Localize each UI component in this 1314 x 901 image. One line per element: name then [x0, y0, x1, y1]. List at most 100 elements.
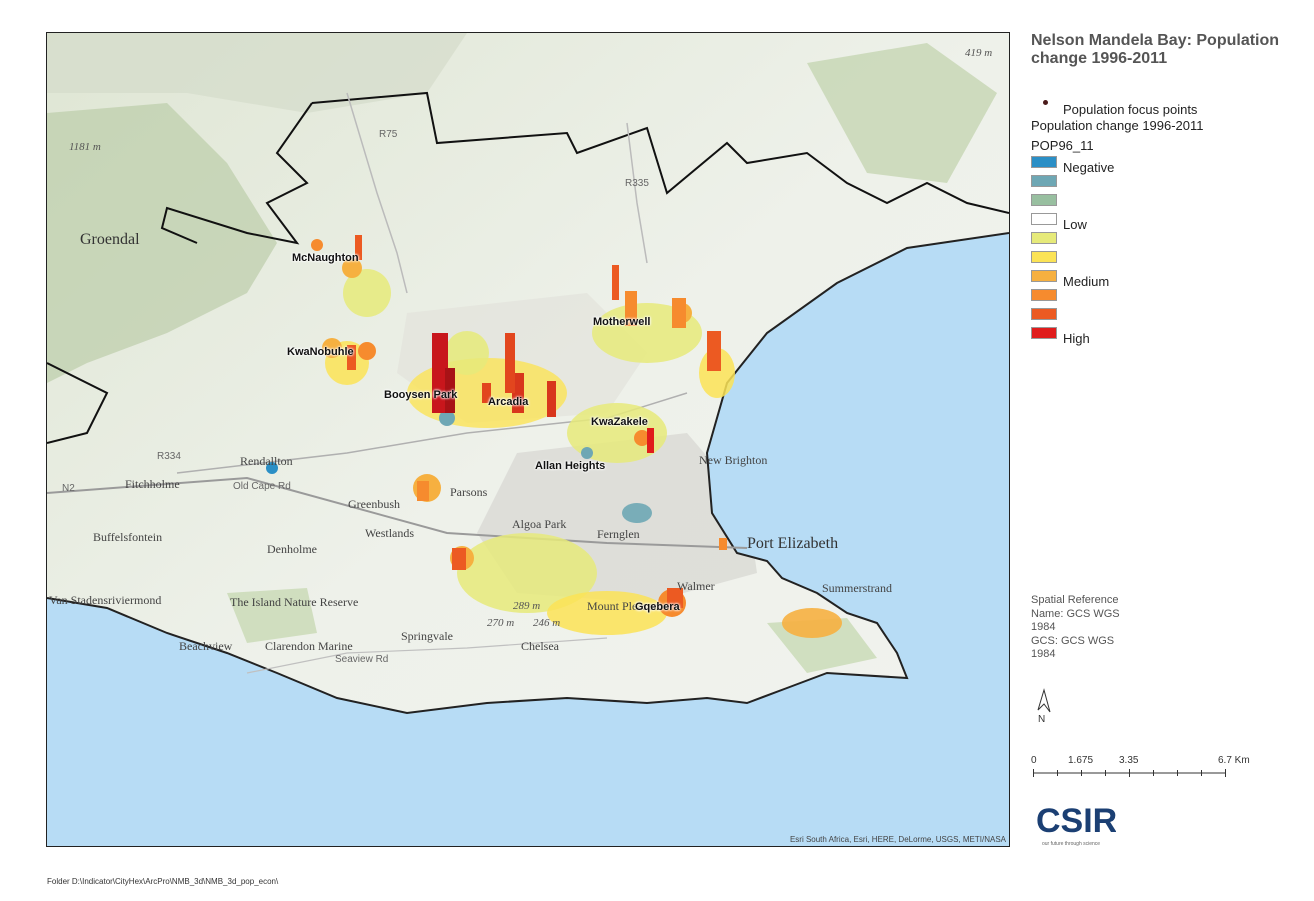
focus-place-label: KwaNobuhle: [287, 346, 354, 358]
legend-class-row: [1031, 175, 1204, 194]
legend-swatch: [1031, 156, 1057, 168]
legend-swatch: [1031, 175, 1057, 187]
map-frame[interactable]: Groendal Rendallton Fitchholme Buffelsfo…: [46, 32, 1010, 847]
place-label: Algoa Park: [512, 517, 567, 531]
place-label: Denholme: [267, 542, 317, 556]
legend-class-row: Low: [1031, 213, 1204, 232]
scale-label: 0: [1031, 755, 1037, 766]
focus-place-label: Arcadia: [488, 396, 529, 408]
road-label: Old Cape Rd: [233, 481, 291, 492]
legend-swatch: [1031, 270, 1057, 282]
place-label: Buffelsfontein: [93, 530, 163, 544]
road-label: R75: [379, 129, 398, 140]
place-label: Van Stadensriviermond: [49, 593, 162, 607]
place-label: New Brighton: [699, 453, 768, 467]
legend: Population focus points Population chang…: [1031, 96, 1204, 346]
legend-swatch: [1031, 327, 1057, 339]
place-label: Mount Pleasant: [587, 599, 662, 613]
spatial-reference: Spatial Reference Name: GCS WGS 1984 GCS…: [1031, 594, 1151, 662]
elevation-label: 270 m: [487, 617, 515, 629]
legend-class-row: [1031, 194, 1204, 213]
legend-class-row: [1031, 232, 1204, 251]
road-r335: [626, 122, 648, 264]
hills-area: [47, 33, 467, 113]
place-label: Port Elizabeth: [747, 535, 839, 552]
focus-place-label: McNaughton: [292, 252, 359, 264]
place-label: Fernglen: [597, 527, 640, 541]
legend-class-row: [1031, 289, 1204, 308]
map-title: Nelson Mandela Bay: Population change 19…: [1031, 32, 1280, 67]
focus-place-label: Booysen Park: [384, 389, 458, 401]
road-r75: [346, 92, 408, 294]
focus-point-icon: [1043, 100, 1048, 105]
place-label: Fitchholme: [125, 477, 180, 491]
coastline: [47, 232, 1009, 715]
spatial-ref-name: Name: GCS WGS: [1031, 607, 1120, 620]
legend-swatch: [1031, 289, 1057, 301]
hex-cluster-kwazakele: [567, 403, 667, 463]
legend-swatch: [1031, 232, 1057, 244]
scale-label: 6.7 Km: [1218, 755, 1250, 766]
csir-logo: CSIR our future through science: [1036, 798, 1117, 853]
legend-field-name: POP96_11: [1031, 138, 1094, 153]
svg-text:CSIR: CSIR: [1036, 802, 1116, 840]
place-label: Walmer: [677, 579, 715, 593]
legend-swatch: [1031, 194, 1057, 206]
csir-logo-mark: CSIR our future through science: [1036, 802, 1117, 847]
place-label: Summerstrand: [822, 581, 892, 595]
legend-class-row: [1031, 251, 1204, 270]
road-label: R334: [157, 451, 181, 462]
legend-focus-row: Population focus points: [1031, 96, 1204, 117]
focus-place-label: Gqebera: [635, 601, 680, 613]
road-label: R335: [625, 178, 649, 189]
sea: [47, 233, 1009, 846]
legend-class-label: Negative: [1063, 160, 1115, 175]
place-label: Rendallton: [240, 454, 293, 468]
road-label: Seaview Rd: [335, 654, 389, 665]
focus-place-label: KwaZakele: [591, 416, 648, 428]
map-attribution: Esri South Africa, Esri, HERE, DeLorme, …: [789, 835, 1006, 844]
legend-class-label: Medium: [1063, 274, 1110, 289]
legend-class-label: High: [1063, 331, 1090, 346]
place-label: Chelsea: [521, 639, 559, 653]
legend-class-label: Low: [1063, 217, 1087, 232]
north-label: N: [1038, 714, 1045, 724]
spatial-ref-gcs: GCS: GCS WGS: [1031, 634, 1115, 647]
elevation-label: 289 m: [513, 600, 541, 612]
scale-bar: 0 1.675 3.35 6.7 Km: [1031, 752, 1261, 782]
place-label: Clarendon Marine: [265, 639, 353, 653]
boundary-west: [47, 362, 109, 444]
folder-path: Folder D:\Indicator\CityHex\ArcPro\NMB_3…: [47, 877, 279, 886]
place-label: Springvale: [401, 629, 453, 643]
legend-swatch: [1031, 213, 1057, 225]
place-label: The Island Nature Reserve: [230, 595, 359, 609]
scale-label: 1.675: [1068, 755, 1094, 766]
boundary-north: [311, 91, 1009, 214]
spatial-ref-gcs-cont: 1984: [1031, 648, 1056, 660]
place-label: Parsons: [450, 485, 488, 499]
place-label: Greenbush: [348, 497, 400, 511]
elevation-label: 419 m: [965, 47, 993, 59]
legend-layer-title: Population change 1996-2011: [1031, 118, 1204, 133]
legend-class-row: High: [1031, 327, 1204, 346]
island-nature-reserve: [227, 588, 317, 643]
road-label: N2: [62, 483, 75, 494]
hex-cluster-south: [547, 589, 842, 638]
growth-bars: [347, 235, 727, 608]
legend-class-row: Medium: [1031, 270, 1204, 289]
place-label: Groendal: [80, 231, 140, 248]
place-label: Westlands: [365, 526, 415, 540]
boundary-northwest: [160, 102, 313, 245]
scale-label: 3.35: [1119, 755, 1139, 766]
north-arrow-icon: N: [1037, 688, 1051, 725]
legend-swatch: [1031, 251, 1057, 263]
focus-place-label: Motherwell: [593, 316, 651, 328]
focus-place-label: Allan Heights: [535, 460, 606, 472]
spatial-ref-heading: Spatial Reference: [1031, 594, 1119, 606]
title-block: Nelson Mandela Bay: Population change 19…: [1031, 32, 1301, 68]
north-arrow: N: [1032, 688, 1056, 729]
road-n2: [47, 476, 748, 549]
mountain-area: [47, 103, 277, 383]
elevation-label: 1181 m: [69, 141, 101, 153]
nature-reserve-north: [807, 43, 997, 183]
